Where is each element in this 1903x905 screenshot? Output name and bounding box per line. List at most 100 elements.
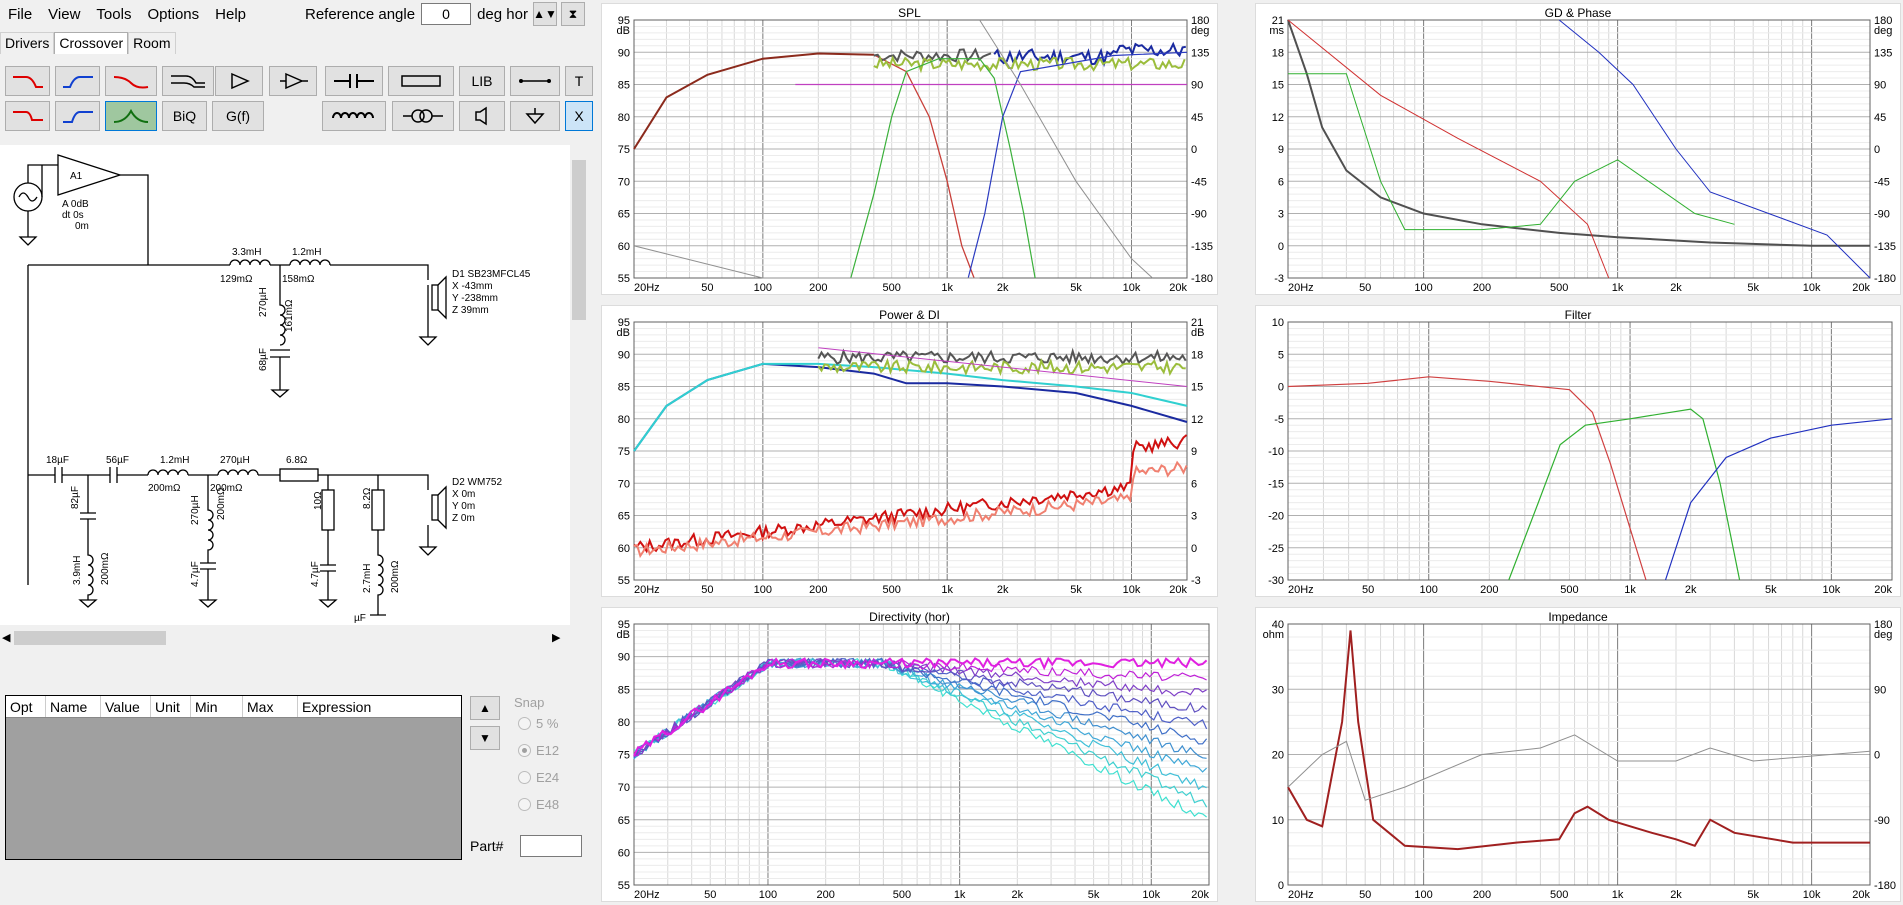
inductor-button[interactable] xyxy=(322,101,386,131)
col-expression[interactable]: Expression xyxy=(302,699,372,715)
x-tick-label: 20k xyxy=(1191,889,1209,901)
x-tick-label: 5k xyxy=(1747,282,1759,294)
menu-view[interactable]: View xyxy=(48,5,81,23)
imp-panel[interactable]: Impedance 40 180 30 90 20 0 10 -90 0 -180 20Hz 50 10… xyxy=(1255,607,1901,902)
col-max[interactable]: Max xyxy=(243,696,298,717)
snap-option-e12[interactable]: E12 xyxy=(518,743,559,758)
allpass-icon xyxy=(113,76,149,89)
col-unit[interactable]: Unit xyxy=(151,696,191,717)
snap-option-e24[interactable]: E24 xyxy=(518,770,559,785)
part-label: 56µF xyxy=(106,455,129,466)
y-tick-label: 80 xyxy=(618,112,630,124)
x-tick-label: 50 xyxy=(1359,889,1371,901)
d2-y: Y 0m xyxy=(452,501,475,512)
menu-tools[interactable]: Tools xyxy=(96,5,132,23)
resistor-button[interactable] xyxy=(388,66,454,96)
y2-tick-label: 18 xyxy=(1191,349,1203,361)
x-tick-label: 2k xyxy=(1685,584,1697,596)
filter-mid xyxy=(1508,408,1741,581)
tab-crossover[interactable]: Crossover xyxy=(54,32,129,54)
x-tick-label: 100 xyxy=(754,584,772,596)
y-tick-label: 65 xyxy=(618,511,630,523)
ground-button[interactable] xyxy=(510,101,560,131)
transfer-function-button[interactable]: G(f) xyxy=(212,101,264,131)
move-up-button[interactable]: ▲ xyxy=(470,696,500,720)
biquad-button[interactable]: BiQ xyxy=(162,101,207,131)
scroll-right-icon[interactable]: ▶ xyxy=(552,632,561,644)
x-tick-label: 200 xyxy=(809,282,827,294)
col-min[interactable]: Min xyxy=(191,696,243,717)
y-tick-label: 85 xyxy=(618,80,630,92)
library-button[interactable]: LIB xyxy=(459,66,505,96)
bandpass-button[interactable] xyxy=(105,101,157,131)
menu-help[interactable]: Help xyxy=(215,5,247,23)
delete-button[interactable]: X xyxy=(565,101,593,131)
schematic-vscroll-thumb[interactable] xyxy=(572,160,586,320)
phase-blue xyxy=(1558,19,1871,279)
text-button[interactable]: T xyxy=(565,66,593,96)
scroll-left-icon[interactable]: ◀ xyxy=(2,632,11,644)
highpass2-button[interactable] xyxy=(55,101,100,131)
x-tick-label: 500 xyxy=(1560,584,1578,596)
up-down-spin-icon[interactable]: ▲▼ xyxy=(533,2,557,26)
driver-button[interactable] xyxy=(459,101,505,131)
transformer-button[interactable] xyxy=(392,101,454,131)
gd-panel[interactable]: GD & Phase 21 180 18 135 15 90 12 45 9 0 6 -45 3 -90 0… xyxy=(1255,3,1901,295)
y2-tick-label: 21 xyxy=(1191,317,1203,329)
y-tick-label: 60 xyxy=(618,241,630,253)
dir-title: Directivity (hor) xyxy=(869,610,950,624)
menu-file[interactable]: File xyxy=(8,5,33,23)
lowpass-red-button[interactable] xyxy=(5,66,50,96)
x-tick-label: 500 xyxy=(883,584,901,596)
tab-room[interactable]: Room xyxy=(128,32,176,54)
spl-panel[interactable]: SPL 95 180 90 135 85 90 80 45 75 0 70 -45 65 -90 60 -13… xyxy=(601,3,1218,295)
filter-panel[interactable]: Filter 10 5 0 -5 -10 -15 -20 -25 -30 20Hz 50 100 200… xyxy=(1255,305,1901,597)
move-down-button[interactable]: ▼ xyxy=(470,726,500,750)
collapse-icon[interactable]: ⧗ xyxy=(561,2,585,26)
x-tick-label: 5k xyxy=(1088,889,1100,901)
imp-title: Impedance xyxy=(1548,610,1608,624)
dir-graph: 95 90 85 80 75 70 65 60 55 20Hz 50 100 200 500 1k 2k 5k 1… xyxy=(617,619,1210,901)
amp-name: A1 xyxy=(70,171,83,182)
menu-options[interactable]: Options xyxy=(147,5,200,23)
y2-tick-label: 180 xyxy=(1874,619,1892,631)
y2-tick-label: -90 xyxy=(1874,209,1890,221)
radio-icon xyxy=(518,798,531,811)
y2-tick-label: -180 xyxy=(1874,273,1896,285)
dir-panel[interactable]: Directivity (hor) 95 90 85 80 75 70 65 60 55 20Hz… xyxy=(601,607,1218,902)
tab-drivers[interactable]: Drivers xyxy=(0,32,55,54)
d2-z: Z 0m xyxy=(452,513,475,524)
amplifier-button[interactable] xyxy=(215,66,263,96)
power-panel[interactable]: Power & DI 95 21 90 18 85 15 80 12 75 9 70 6 65 3 60 0 5… xyxy=(601,305,1218,597)
wire-button[interactable] xyxy=(510,66,560,96)
y-tick-label: 55 xyxy=(618,880,630,892)
part-number-input[interactable] xyxy=(520,835,582,857)
buffer-button[interactable] xyxy=(269,66,317,96)
part-label: 158mΩ xyxy=(282,274,315,285)
shelf-button[interactable] xyxy=(162,66,214,96)
y2-tick-label: -45 xyxy=(1191,176,1207,188)
highpass-blue-button[interactable] xyxy=(55,66,100,96)
snap-label: Snap xyxy=(514,695,545,710)
y2-unit-label: deg xyxy=(1874,629,1892,641)
schematic-hscroll-thumb[interactable] xyxy=(14,631,166,645)
capacitor-button[interactable] xyxy=(325,66,383,96)
optimizer-table[interactable]: Opt Name Value Unit Min Max Expression xyxy=(5,695,462,860)
col-opt[interactable]: Opt xyxy=(6,696,46,717)
sum-high-curve xyxy=(993,41,1186,68)
buffer-icon xyxy=(280,72,308,90)
schematic-canvas[interactable]: A1 A 0dB dt 0s 0m 3.3mH 129mΩ 1.2mH 158m… xyxy=(0,145,570,625)
part-label: 4.7µF xyxy=(190,561,201,587)
x-tick-label: 20Hz xyxy=(634,584,660,596)
ground-icon xyxy=(525,108,545,125)
lowpass2-button[interactable] xyxy=(5,101,50,131)
allpass-red-button[interactable] xyxy=(105,66,157,96)
col-value[interactable]: Value xyxy=(101,696,151,717)
radio-icon xyxy=(518,717,531,730)
col-name[interactable]: Name xyxy=(46,696,101,717)
crossover-toolbar: LIB T BiQ G(f) X xyxy=(0,64,594,139)
snap-option-e48[interactable]: E48 xyxy=(518,797,559,812)
reference-angle-input[interactable] xyxy=(421,3,472,25)
snap-option-5[interactable]: 5 % xyxy=(518,716,558,731)
